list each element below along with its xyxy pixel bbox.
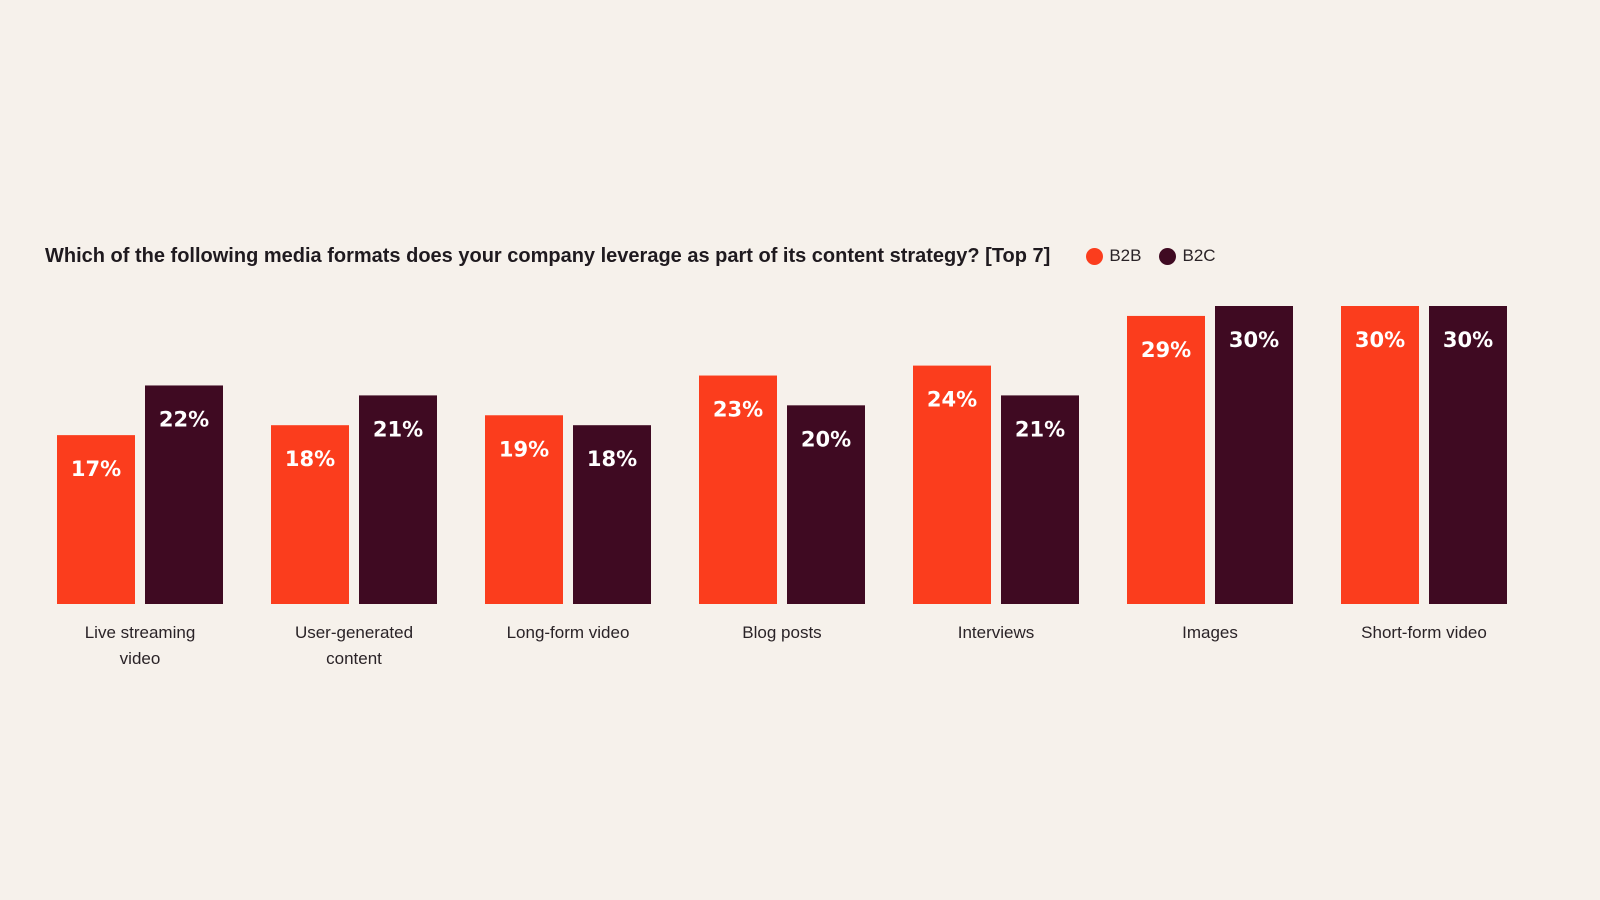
data-label-b2c-long-form-video: 18%: [587, 447, 637, 471]
data-label-b2c-images: 30%: [1229, 328, 1279, 352]
legend-dot-b2b: [1086, 247, 1104, 265]
category-label-long-form-video: Long-form video: [507, 623, 630, 642]
bar-b2b-long-form-video: [485, 415, 563, 604]
bar-b2c-user-generated-content: [359, 395, 437, 604]
legend-dot-b2c: [1159, 247, 1177, 265]
bar-b2c-interviews: [1001, 395, 1079, 604]
category-label-short-form-video: Short-form video: [1361, 623, 1487, 642]
data-label-b2b-images: 29%: [1141, 338, 1191, 362]
chart-title: Which of the following media formats doe…: [45, 244, 1051, 267]
legend-item-b2c: B2C: [1159, 246, 1216, 266]
bar-b2c-long-form-video: [573, 425, 651, 604]
data-label-b2b-live-streaming-video: 17%: [71, 457, 121, 481]
bar-b2b-interviews: [913, 365, 991, 604]
bar-b2b-live-streaming-video: [57, 435, 135, 604]
data-label-b2c-interviews: 21%: [1015, 417, 1065, 441]
data-label-b2c-live-streaming-video: 22%: [159, 407, 209, 431]
bar-b2b-images: [1127, 315, 1205, 604]
bar-b2b-user-generated-content: [271, 425, 349, 604]
legend-item-b2b: B2B: [1086, 246, 1141, 266]
bar-b2c-short-form-video: [1429, 306, 1507, 604]
chart-header: Which of the following media formats doe…: [45, 240, 1234, 272]
data-label-b2c-user-generated-content: 21%: [373, 417, 423, 441]
legend: B2B B2C: [1086, 246, 1233, 266]
data-label-b2c-short-form-video: 30%: [1443, 328, 1493, 352]
category-label-blog-posts: Blog posts: [742, 623, 821, 642]
category-label-interviews: Interviews: [958, 623, 1035, 642]
data-label-b2b-short-form-video: 30%: [1355, 328, 1405, 352]
legend-label-b2c: B2C: [1182, 246, 1216, 265]
category-label-user-generated-content: User-generated content: [295, 623, 413, 668]
bar-b2c-live-streaming-video: [145, 385, 223, 604]
data-label-b2b-user-generated-content: 18%: [285, 447, 335, 471]
bar-b2b-short-form-video: [1341, 306, 1419, 604]
data-label-b2b-long-form-video: 19%: [499, 437, 549, 461]
category-label-images: Images: [1182, 623, 1238, 642]
bar-b2b-blog-posts: [699, 375, 777, 604]
data-label-b2c-blog-posts: 20%: [801, 427, 851, 451]
data-label-b2b-blog-posts: 23%: [713, 398, 763, 422]
legend-label-b2b: B2B: [1109, 246, 1142, 265]
bar-b2c-images: [1215, 306, 1293, 604]
category-label-live-streaming-video: Live streaming video: [85, 623, 196, 668]
data-label-b2b-interviews: 24%: [927, 388, 977, 412]
bar-b2c-blog-posts: [787, 405, 865, 604]
